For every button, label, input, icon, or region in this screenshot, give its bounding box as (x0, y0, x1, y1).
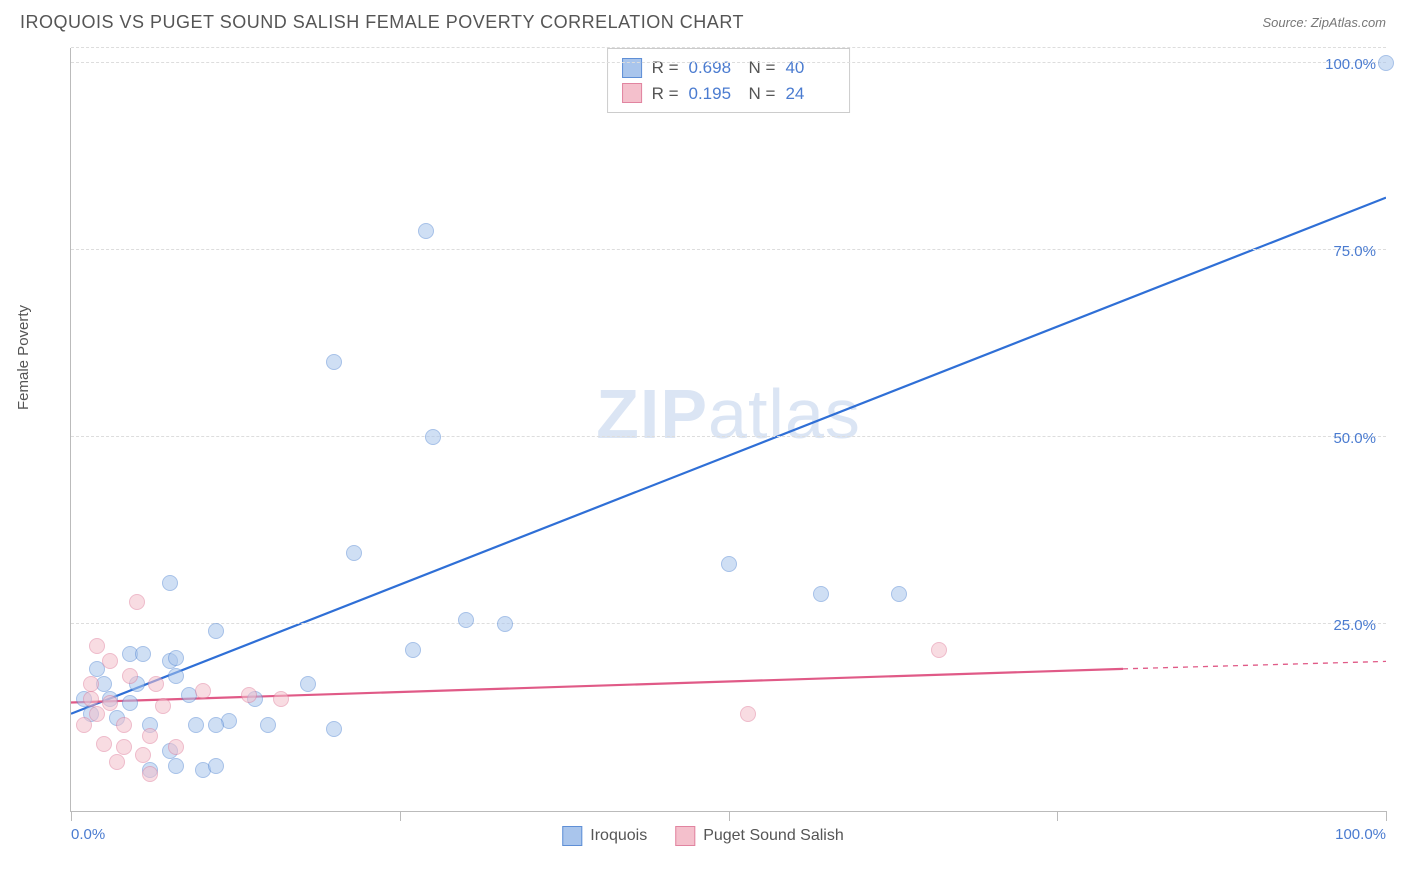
x-tick (400, 811, 401, 821)
data-point-iroquois (721, 556, 737, 572)
data-point-salish (142, 728, 158, 744)
data-point-salish (148, 676, 164, 692)
y-tick-label: 100.0% (1325, 56, 1376, 73)
y-tick-label: 50.0% (1333, 430, 1376, 447)
data-point-iroquois (135, 646, 151, 662)
data-point-salish (155, 698, 171, 714)
x-tick-label: 100.0% (1335, 826, 1386, 843)
data-point-iroquois (346, 545, 362, 561)
legend-label-iroquois: Iroquois (590, 827, 647, 845)
data-point-iroquois (168, 668, 184, 684)
r-label: R = (652, 55, 679, 81)
data-point-iroquois (326, 721, 342, 737)
swatch-salish (622, 83, 642, 103)
data-point-iroquois (122, 695, 138, 711)
data-point-iroquois (162, 575, 178, 591)
watermark-right: atlas (708, 375, 861, 453)
gridline (71, 436, 1386, 437)
data-point-iroquois (208, 758, 224, 774)
bottom-legend: Iroquois Puget Sound Salish (562, 826, 843, 846)
data-point-salish (241, 687, 257, 703)
gridline (71, 47, 1386, 48)
data-point-salish (116, 717, 132, 733)
data-point-salish (116, 739, 132, 755)
n-value-iroquois: 40 (785, 55, 835, 81)
x-tick-label: 0.0% (71, 826, 105, 843)
source-label: Source: ZipAtlas.com (1262, 15, 1386, 30)
data-point-iroquois (326, 354, 342, 370)
data-point-salish (135, 747, 151, 763)
gridline (71, 62, 1386, 63)
legend-label-salish: Puget Sound Salish (703, 827, 844, 845)
watermark: ZIPatlas (596, 374, 861, 454)
data-point-iroquois (208, 623, 224, 639)
plot-area: ZIPatlas R = 0.698 N = 40 R = 0.195 N = … (70, 48, 1386, 812)
data-point-salish (168, 739, 184, 755)
data-point-salish (102, 653, 118, 669)
data-point-salish (83, 691, 99, 707)
x-tick (1057, 811, 1058, 821)
chart-title: IROQUOIS VS PUGET SOUND SALISH FEMALE PO… (20, 12, 744, 33)
data-point-iroquois (168, 650, 184, 666)
n-label: N = (749, 81, 776, 107)
chart-container: Female Poverty ZIPatlas R = 0.698 N = 40… (20, 48, 1386, 852)
data-point-iroquois (813, 586, 829, 602)
data-point-iroquois (260, 717, 276, 733)
r-label: R = (652, 81, 679, 107)
swatch-salish (675, 826, 695, 846)
stats-legend: R = 0.698 N = 40 R = 0.195 N = 24 (607, 48, 851, 113)
r-value-iroquois: 0.698 (689, 55, 739, 81)
data-point-iroquois (168, 758, 184, 774)
data-point-salish (89, 706, 105, 722)
data-point-iroquois (188, 717, 204, 733)
data-point-salish (89, 638, 105, 654)
legend-item-iroquois: Iroquois (562, 826, 647, 846)
data-point-iroquois (208, 717, 224, 733)
y-axis-label: Female Poverty (15, 305, 32, 410)
stats-row-salish: R = 0.195 N = 24 (622, 81, 836, 107)
data-point-iroquois (425, 429, 441, 445)
data-point-salish (83, 676, 99, 692)
x-tick (71, 811, 72, 821)
data-point-iroquois (458, 612, 474, 628)
data-point-iroquois (497, 616, 513, 632)
stats-row-iroquois: R = 0.698 N = 40 (622, 55, 836, 81)
y-tick-label: 75.0% (1333, 243, 1376, 260)
legend-item-salish: Puget Sound Salish (675, 826, 844, 846)
data-point-salish (129, 594, 145, 610)
gridline (71, 249, 1386, 250)
data-point-iroquois (418, 223, 434, 239)
x-tick (1386, 811, 1387, 821)
data-point-salish (195, 683, 211, 699)
watermark-left: ZIP (596, 375, 708, 453)
data-point-salish (102, 695, 118, 711)
trend-lines (71, 48, 1386, 811)
data-point-salish (122, 668, 138, 684)
data-point-salish (273, 691, 289, 707)
data-point-salish (931, 642, 947, 658)
n-value-salish: 24 (785, 81, 835, 107)
data-point-salish (109, 754, 125, 770)
data-point-salish (740, 706, 756, 722)
y-tick-label: 25.0% (1333, 617, 1376, 634)
swatch-iroquois (562, 826, 582, 846)
chart-header: IROQUOIS VS PUGET SOUND SALISH FEMALE PO… (0, 0, 1406, 41)
data-point-iroquois (891, 586, 907, 602)
gridline (71, 623, 1386, 624)
data-point-salish (96, 736, 112, 752)
data-point-iroquois (1378, 55, 1394, 71)
data-point-iroquois (300, 676, 316, 692)
n-label: N = (749, 55, 776, 81)
r-value-salish: 0.195 (689, 81, 739, 107)
swatch-iroquois (622, 58, 642, 78)
data-point-salish (76, 717, 92, 733)
x-tick (729, 811, 730, 821)
data-point-iroquois (405, 642, 421, 658)
data-point-salish (142, 766, 158, 782)
